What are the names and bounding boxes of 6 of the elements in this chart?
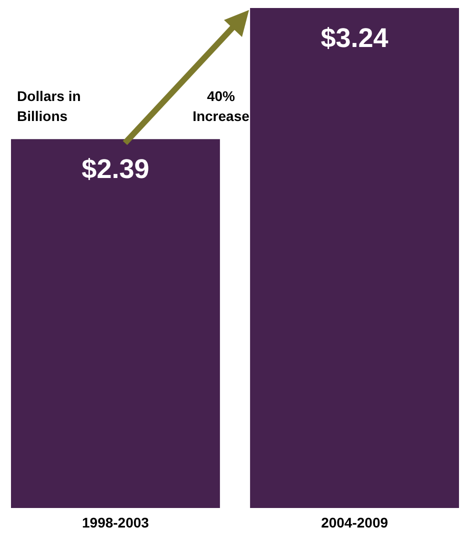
annotation: Dollars in Billions	[17, 87, 82, 126]
annotation: 40% Increase	[192, 87, 250, 126]
data-label: $2.39	[82, 154, 150, 184]
x-tick-label: 1998-2003	[82, 514, 150, 530]
data-label: $3.24	[320, 23, 388, 53]
x-tick-label: 2004-2009	[321, 514, 388, 530]
